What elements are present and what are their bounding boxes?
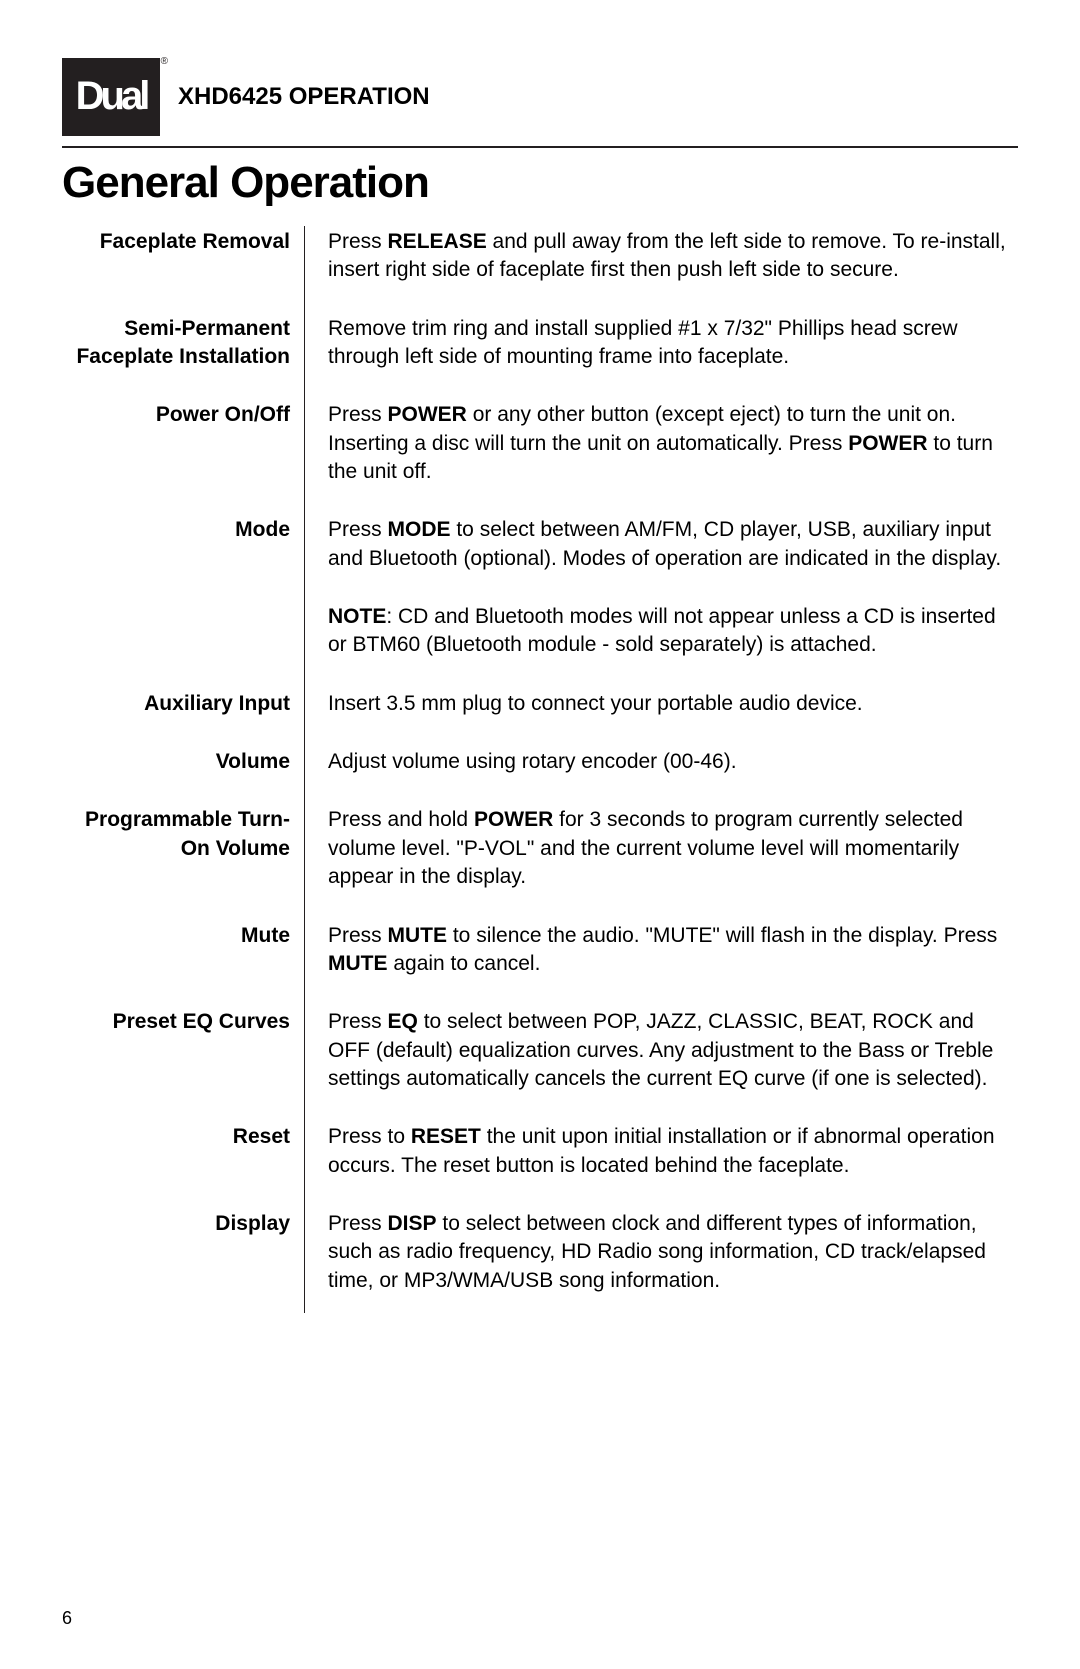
row-spacer bbox=[328, 371, 1018, 399]
row-label: Auxiliary Input bbox=[62, 688, 304, 718]
vertical-rule bbox=[304, 746, 328, 776]
row-description: Press EQ to select between POP, JAZZ, CL… bbox=[328, 1006, 1018, 1093]
vertical-rule bbox=[304, 804, 328, 891]
operations-table: Faceplate Removal Press RELEASE and pull … bbox=[62, 226, 1018, 1313]
row-description: Press RELEASE and pull away from the lef… bbox=[328, 226, 1018, 285]
row-spacer bbox=[328, 892, 1018, 920]
row-spacer bbox=[62, 978, 304, 1006]
vertical-rule bbox=[304, 1208, 328, 1295]
row-description: Press to RESET the unit upon initial ins… bbox=[328, 1121, 1018, 1180]
row-spacer bbox=[328, 978, 1018, 1006]
row-spacer bbox=[62, 1180, 304, 1208]
row-spacer bbox=[328, 573, 1018, 601]
row-spacer bbox=[328, 776, 1018, 804]
brand-logo: Dual ® bbox=[62, 58, 160, 136]
row-description: Insert 3.5 mm plug to connect your porta… bbox=[328, 688, 1018, 718]
row-spacer bbox=[304, 486, 328, 514]
registered-mark: ® bbox=[161, 56, 168, 67]
row-label: Mute bbox=[62, 920, 304, 979]
row-label: Power On/Off bbox=[62, 399, 304, 486]
vertical-rule bbox=[304, 601, 328, 660]
row-label: Display bbox=[62, 1208, 304, 1295]
row-spacer bbox=[62, 1093, 304, 1121]
row-label: Faceplate Removal bbox=[62, 226, 304, 285]
row-spacer bbox=[304, 1093, 328, 1121]
row-spacer bbox=[328, 1180, 1018, 1208]
model-number: XHD6425 bbox=[178, 83, 282, 110]
row-spacer bbox=[304, 660, 328, 688]
vertical-rule bbox=[304, 514, 328, 573]
document-title: XHD6425 OPERATION bbox=[178, 83, 430, 111]
manual-page: Dual ® XHD6425 OPERATION General Operati… bbox=[0, 0, 1080, 1669]
row-spacer bbox=[328, 660, 1018, 688]
row-description: Press and hold POWER for 3 seconds to pr… bbox=[328, 804, 1018, 891]
row-spacer bbox=[62, 892, 304, 920]
page-title: General Operation bbox=[62, 158, 1018, 208]
row-spacer bbox=[304, 285, 328, 313]
row-description: Adjust volume using rotary encoder (00-4… bbox=[328, 746, 1018, 776]
row-spacer bbox=[304, 1295, 328, 1313]
row-spacer bbox=[304, 573, 328, 601]
row-spacer bbox=[304, 892, 328, 920]
header-rule bbox=[62, 146, 1018, 148]
row-label: Programmable Turn-On Volume bbox=[62, 804, 304, 891]
row-description: Remove trim ring and install supplied #1… bbox=[328, 313, 1018, 372]
row-spacer bbox=[328, 285, 1018, 313]
row-spacer bbox=[62, 776, 304, 804]
row-spacer bbox=[304, 776, 328, 804]
row-spacer bbox=[304, 371, 328, 399]
row-spacer bbox=[304, 718, 328, 746]
section-name: OPERATION bbox=[289, 83, 430, 110]
row-description: Press MODE to select between AM/FM, CD p… bbox=[328, 514, 1018, 573]
vertical-rule bbox=[304, 1006, 328, 1093]
row-label: Reset bbox=[62, 1121, 304, 1180]
vertical-rule bbox=[304, 1121, 328, 1180]
row-spacer bbox=[328, 486, 1018, 514]
row-label: Semi-Permanent Faceplate Installation bbox=[62, 313, 304, 372]
row-spacer bbox=[62, 486, 304, 514]
row-label bbox=[62, 601, 304, 660]
row-description: Press DISP to select between clock and d… bbox=[328, 1208, 1018, 1295]
brand-logo-text: Dual bbox=[76, 76, 147, 118]
row-label: Volume bbox=[62, 746, 304, 776]
row-spacer bbox=[62, 285, 304, 313]
row-description: Press POWER or any other button (except … bbox=[328, 399, 1018, 486]
row-spacer bbox=[62, 660, 304, 688]
row-label: Mode bbox=[62, 514, 304, 573]
row-spacer bbox=[328, 1093, 1018, 1121]
vertical-rule bbox=[304, 688, 328, 718]
vertical-rule bbox=[304, 399, 328, 486]
row-description: Press MUTE to silence the audio. "MUTE" … bbox=[328, 920, 1018, 979]
row-spacer bbox=[304, 1180, 328, 1208]
row-spacer bbox=[62, 718, 304, 746]
page-header: Dual ® XHD6425 OPERATION bbox=[62, 58, 1018, 136]
page-number: 6 bbox=[62, 1608, 72, 1629]
row-spacer bbox=[328, 718, 1018, 746]
row-label: Preset EQ Curves bbox=[62, 1006, 304, 1093]
row-spacer bbox=[62, 573, 304, 601]
row-spacer bbox=[62, 1295, 304, 1313]
row-spacer bbox=[62, 371, 304, 399]
row-description: NOTE: CD and Bluetooth modes will not ap… bbox=[328, 601, 1018, 660]
vertical-rule bbox=[304, 226, 328, 285]
row-spacer bbox=[328, 1295, 1018, 1313]
vertical-rule bbox=[304, 313, 328, 372]
vertical-rule bbox=[304, 920, 328, 979]
row-spacer bbox=[304, 978, 328, 1006]
